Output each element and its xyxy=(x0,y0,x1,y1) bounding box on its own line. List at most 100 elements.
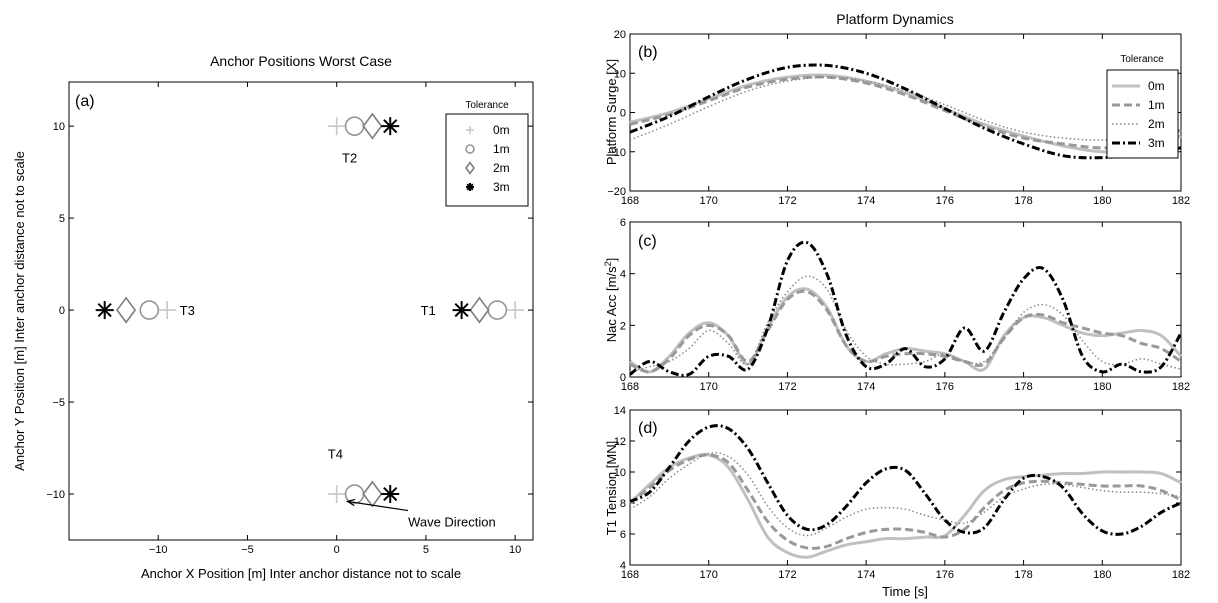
x-tick-label: 174 xyxy=(857,569,875,581)
chart-c-y-ticks: 0 2 4 6 xyxy=(620,217,1181,384)
series-line-1m xyxy=(629,453,1182,550)
x-tick-label: 10 xyxy=(509,544,521,556)
x-tick-label: 172 xyxy=(778,195,796,207)
x-tick-label: 172 xyxy=(778,381,796,393)
chart-b-x-ticks: 168 170 172 174 176 178 180 182 xyxy=(621,34,1190,207)
x-tick-label: 178 xyxy=(1014,195,1032,207)
series-line-1m xyxy=(629,289,1182,374)
chart-b-ylabel: Platform Surge [X] xyxy=(604,59,619,165)
chart-d-y-ticks: 4 6 8 10 12 14 xyxy=(614,405,1181,572)
y-tick-label: 12 xyxy=(614,436,626,448)
chart-b-legend-box xyxy=(1106,69,1179,159)
legend-entry-label: 0m xyxy=(493,123,510,137)
y-tick-label: 14 xyxy=(614,405,626,417)
anchor-annotation: T4 xyxy=(328,447,343,462)
x-tick-label: 182 xyxy=(1172,195,1190,207)
y-tick-label: 10 xyxy=(614,467,626,479)
x-tick-label: −5 xyxy=(241,544,254,556)
y-tick-label: −5 xyxy=(52,397,65,409)
chart-a-panel-label: (a) xyxy=(75,93,95,110)
y-tick-label: 6 xyxy=(620,529,626,541)
x-tick-label: 176 xyxy=(936,569,954,581)
y-tick-label: 0 xyxy=(620,372,626,384)
chart-b-legend-title: Tolerance xyxy=(1120,54,1164,65)
legend-entry-label: 2m xyxy=(1148,117,1165,131)
chart-a-legend-entries: 0m 1m 2m 3m xyxy=(465,123,510,194)
y-tick-label: −10 xyxy=(607,147,626,159)
platform-surge-chart: (b) 168 170 172 174 176 178 180 182 −20 −10 0 10 20… xyxy=(604,29,1190,207)
x-tick-label: 178 xyxy=(1014,569,1032,581)
anchor-marker-2m xyxy=(362,112,383,140)
x-tick-label: 174 xyxy=(857,195,875,207)
y-tick-label: 0 xyxy=(620,108,626,120)
chart-c-ylabel: Nac Acc [m/s2] xyxy=(603,258,619,343)
chart-c-ylabel-main: Nac Acc [m/s xyxy=(604,266,619,342)
chart-a-xlabel: Anchor X Position [m] Inter anchor dista… xyxy=(141,566,461,581)
series-line-3m xyxy=(629,424,1182,536)
anchor-marker-3m xyxy=(381,117,400,136)
y-tick-label: 0 xyxy=(59,305,65,317)
chart-b-y-ticks: −20 −10 0 10 20 xyxy=(607,29,1181,198)
anchor-annotation: T1 xyxy=(421,303,436,318)
x-tick-label: 170 xyxy=(700,381,718,393)
x-tick-label: 168 xyxy=(621,195,639,207)
anchor-marker-0m xyxy=(158,301,177,320)
y-tick-label: 4 xyxy=(620,560,626,572)
t1-tension-chart: (d) 168 170 172 174 176 178 180 182 4 6 8 10 12 14 T… xyxy=(604,405,1190,599)
wave-direction-arrowhead xyxy=(345,498,356,507)
x-tick-label: 5 xyxy=(423,544,429,556)
anchor-positions-chart: Anchor Positions Worst Case (a) −10 −5 0 5 1… xyxy=(12,53,534,581)
x-tick-label: 180 xyxy=(1093,381,1111,393)
series-line-2m xyxy=(629,275,1182,373)
legend-entry-label: 2m xyxy=(493,161,510,175)
chart-a-x-ticks: −10 −5 0 5 10 xyxy=(149,82,521,556)
x-tick-label: 174 xyxy=(857,381,875,393)
x-tick-label: 168 xyxy=(621,381,639,393)
legend-marker-1m xyxy=(465,144,475,154)
legend-entry-label: 3m xyxy=(1148,136,1165,150)
legend-entry-label: 1m xyxy=(493,142,510,156)
anchor-marker-2m xyxy=(469,296,490,324)
anchor-marker-1m xyxy=(139,300,160,320)
anchor-annotation: Wave Direction xyxy=(408,515,496,530)
legend-marker-3m xyxy=(466,183,474,191)
chart-a-y-ticks: −10 −5 0 5 10 xyxy=(46,121,533,501)
y-tick-label: −20 xyxy=(607,186,626,198)
series-line-3m xyxy=(629,63,1182,160)
chart-a-legend-title: Tolerance xyxy=(465,100,509,111)
chart-c-ylabel-end: ] xyxy=(604,258,619,262)
y-tick-label: 10 xyxy=(53,121,65,133)
x-tick-label: 170 xyxy=(700,569,718,581)
chart-a-markers xyxy=(95,112,525,508)
x-tick-label: 180 xyxy=(1093,569,1111,581)
y-tick-label: 6 xyxy=(620,217,626,229)
chart-d-lines xyxy=(628,424,1182,559)
x-tick-label: −10 xyxy=(149,544,168,556)
x-tick-label: 168 xyxy=(621,569,639,581)
legend-marker-0m xyxy=(466,126,474,134)
x-tick-label: 170 xyxy=(700,195,718,207)
x-tick-label: 182 xyxy=(1172,381,1190,393)
legend-marker-2m xyxy=(465,161,475,175)
chart-b-legend-entries: 0m 1m 2m 3m xyxy=(1112,79,1165,150)
anchor-marker-3m xyxy=(452,301,471,320)
y-tick-label: 20 xyxy=(614,29,626,41)
series-line-0m xyxy=(629,73,1182,154)
chart-c-panel-label: (c) xyxy=(638,233,657,250)
anchor-marker-1m xyxy=(344,484,365,504)
y-tick-label: 2 xyxy=(620,320,626,332)
x-tick-label: 182 xyxy=(1172,569,1190,581)
chart-a-plot-frame xyxy=(68,81,534,541)
chart-a-annotations: T2 T1 T3 T4 Wave Direction xyxy=(180,150,496,529)
x-tick-label: 178 xyxy=(1014,381,1032,393)
anchor-marker-1m xyxy=(487,300,508,320)
y-tick-label: −10 xyxy=(46,489,65,501)
chart-a-legend-box xyxy=(445,113,529,207)
x-tick-label: 176 xyxy=(936,381,954,393)
anchor-marker-2m xyxy=(362,480,383,508)
legend-entry-label: 1m xyxy=(1148,98,1165,112)
chart-c-lines xyxy=(629,240,1183,377)
x-tick-label: 0 xyxy=(334,544,340,556)
chart-d-ylabel: T1 Tension [MN] xyxy=(604,441,619,535)
chart-d-x-ticks: 168 170 172 174 176 178 180 182 xyxy=(621,410,1190,581)
